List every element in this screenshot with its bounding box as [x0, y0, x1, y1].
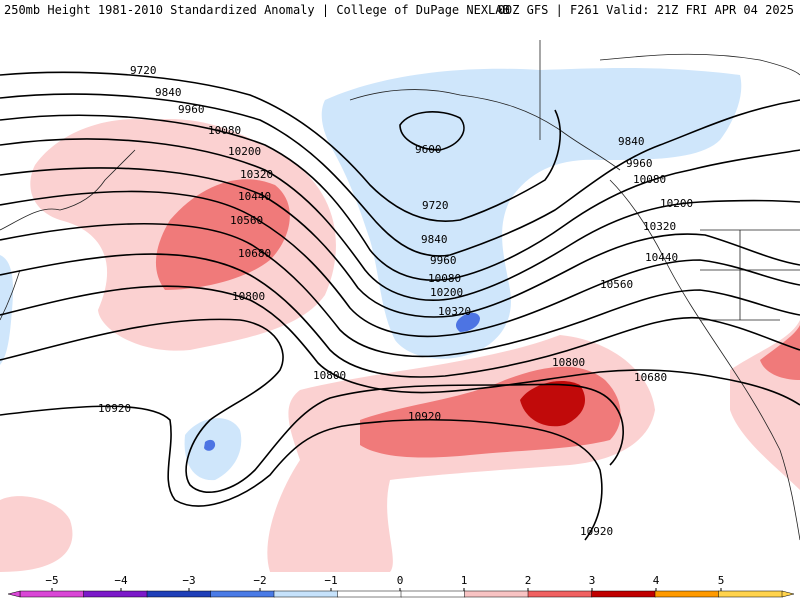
colorbar-tick: 1 — [460, 574, 468, 587]
colorbar-segment — [527, 590, 593, 598]
colorbar-segment — [337, 590, 402, 598]
contour-label: 10920 — [408, 410, 441, 423]
contour-9720 — [0, 71, 561, 223]
positive-anomaly-region — [155, 179, 290, 290]
colorbar-tick: 5 — [717, 574, 725, 587]
colorbar-tick: −1 — [324, 574, 338, 587]
contour-label: 10800 — [552, 356, 585, 369]
contour-10560 — [0, 253, 800, 378]
negative-anomaly-region — [204, 439, 216, 451]
colorbar-tick: 4 — [652, 574, 660, 587]
colorbar: −5 −4 −3 −2 −1 0 1 2 3 4 5 — [0, 572, 800, 600]
contour-label: 9720 — [130, 64, 157, 77]
contour-10800 — [0, 318, 624, 493]
contour-label: 9600 — [415, 143, 442, 156]
contour-label: 9840 — [618, 135, 645, 148]
colorbar-tick: −4 — [114, 574, 128, 587]
coastline-asia — [0, 149, 136, 231]
colorbar-tick: −5 — [45, 574, 59, 587]
title-bar: 250mb Height 1981-2010 Standardized Anom… — [0, 0, 800, 20]
contour-label: 9720 — [422, 199, 449, 212]
colorbar-segment — [591, 590, 656, 598]
colorbar-segment — [400, 590, 466, 598]
contour-label: 10080 — [208, 124, 241, 137]
coastline-north-america — [609, 179, 800, 541]
contour-label: 10920 — [98, 402, 131, 415]
contour-10440 — [0, 223, 800, 358]
height-contours — [0, 71, 800, 541]
colorbar-segment — [464, 590, 529, 598]
colorbar-segment — [83, 590, 148, 598]
contour-label: 10440 — [645, 251, 678, 264]
contour-label: 10320 — [643, 220, 676, 233]
contour-label: 9960 — [178, 103, 205, 116]
contour-label: 10320 — [240, 168, 273, 181]
colorbar-tick: −2 — [253, 574, 267, 587]
contour-label: 10800 — [313, 369, 346, 382]
contour-label: 10440 — [238, 190, 271, 203]
colorbar-segment — [273, 590, 339, 598]
colorbar-segment — [19, 590, 85, 598]
positive-anomaly-region — [0, 496, 73, 572]
contour-label: 10800 — [232, 290, 265, 303]
contour-9840 — [0, 93, 800, 257]
colorbar-tick: −3 — [182, 574, 196, 587]
colorbar-tick: 2 — [524, 574, 532, 587]
contour-label: 9960 — [430, 254, 457, 267]
contour-label: 10560 — [600, 278, 633, 291]
colorbar-segment — [718, 590, 783, 598]
positive-anomaly-region — [760, 325, 800, 380]
colorbar-segment — [146, 590, 212, 598]
negative-anomaly-region — [0, 255, 14, 365]
contour-label: 10080 — [428, 272, 461, 285]
contour-10080 — [0, 138, 800, 301]
contour-label: 10200 — [430, 286, 463, 299]
contour-10200 — [0, 167, 800, 318]
contour-10680 — [0, 285, 800, 406]
contour-label: 10200 — [228, 145, 261, 158]
contour-label: 9960 — [626, 157, 653, 170]
colorbar-svg — [7, 588, 795, 598]
colorbar-tick: 0 — [396, 574, 404, 587]
coastline-alaska — [349, 89, 621, 171]
contour-label: 10560 — [230, 214, 263, 227]
positive-anomaly-region — [520, 380, 585, 427]
state-borders — [700, 229, 800, 321]
contour-10320 — [0, 190, 800, 338]
contour-label: 10200 — [660, 197, 693, 210]
colorbar-end-cap — [7, 590, 21, 598]
chart-title: 250mb Height 1981-2010 Standardized Anom… — [4, 3, 510, 17]
colorbar-end-cap — [781, 590, 795, 598]
negative-anomaly-region — [455, 312, 480, 332]
contour-label: 10680 — [634, 371, 667, 384]
negative-anomaly-region — [321, 67, 742, 359]
contour-labels: 9720 9840 9960 10080 10200 10320 10440 1… — [98, 64, 693, 538]
contour-10920 — [0, 405, 603, 541]
colorbar-tick: 3 — [588, 574, 596, 587]
contour-label: 10920 — [580, 525, 613, 538]
anomaly-shading — [0, 67, 800, 572]
contour-9960 — [0, 114, 800, 281]
contour-label: 10320 — [438, 305, 471, 318]
coastline-arctic — [599, 53, 800, 76]
contour-label: 10080 — [633, 173, 666, 186]
colorbar-segment — [210, 590, 275, 598]
contour-9600 — [399, 111, 465, 151]
model-valid-time: 00Z GFS | F261 Valid: 21Z FRI APR 04 202… — [497, 3, 794, 17]
contour-label: 9840 — [155, 86, 182, 99]
contour-label: 9840 — [421, 233, 448, 246]
contour-label: 10680 — [238, 247, 271, 260]
weather-map: 9720 9840 9960 10080 10200 10320 10440 1… — [0, 40, 800, 572]
colorbar-segment — [654, 590, 720, 598]
